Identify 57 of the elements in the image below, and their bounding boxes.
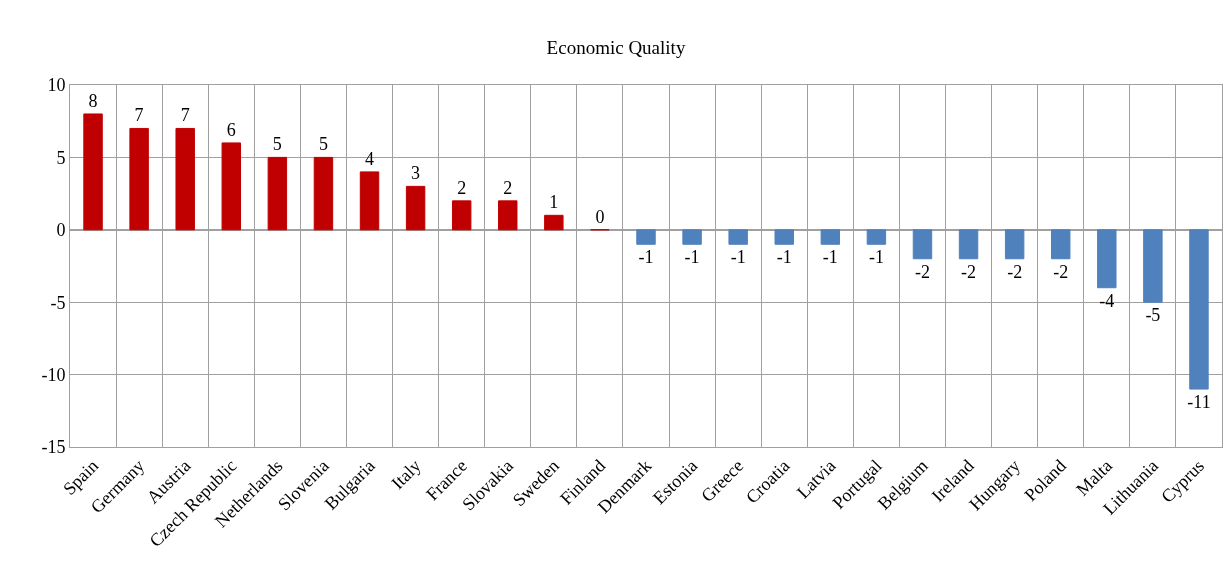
bar <box>958 229 979 260</box>
y-tick-label: 5 <box>56 147 66 168</box>
y-tick-label: 10 <box>47 75 66 96</box>
y-tick-label: -10 <box>41 364 66 385</box>
bar <box>129 127 149 231</box>
bar <box>774 229 794 245</box>
y-tick-label: -5 <box>50 292 66 313</box>
bar <box>1051 229 1071 260</box>
bar <box>359 171 380 231</box>
data-label: 5 <box>272 134 282 155</box>
bar <box>1189 229 1209 390</box>
data-label: 2 <box>503 177 513 198</box>
data-label: 7 <box>180 105 190 126</box>
data-label: -2 <box>1053 261 1069 282</box>
bar <box>1004 229 1025 260</box>
bar <box>636 229 656 245</box>
bar <box>728 229 748 245</box>
bar <box>405 185 426 231</box>
bar <box>498 200 518 231</box>
data-label: -2 <box>961 261 977 282</box>
data-label: 0 <box>595 206 605 227</box>
bar <box>1097 229 1117 289</box>
bar <box>544 214 564 231</box>
data-label: -1 <box>868 247 884 268</box>
bar <box>83 113 103 231</box>
bar <box>682 229 702 245</box>
bar <box>451 200 472 231</box>
data-label: -2 <box>914 261 930 282</box>
bar <box>820 229 841 245</box>
bar <box>912 229 933 260</box>
data-label: 2 <box>457 177 467 198</box>
bar <box>1143 229 1163 303</box>
bar <box>175 127 195 231</box>
data-label: -1 <box>684 247 700 268</box>
data-label: 1 <box>549 192 559 213</box>
data-label: -11 <box>1187 392 1211 413</box>
x-tick-label: Italy <box>387 455 425 494</box>
y-tick-label: -15 <box>41 437 66 458</box>
data-label: 7 <box>134 105 144 126</box>
data-label: -5 <box>1145 305 1161 326</box>
bar <box>866 229 887 245</box>
data-label: 6 <box>226 119 236 140</box>
data-label: 3 <box>411 163 421 184</box>
bar <box>313 156 334 231</box>
data-label: -2 <box>1007 261 1023 282</box>
data-label: -1 <box>730 247 746 268</box>
y-tick-label: 0 <box>56 220 66 241</box>
bar <box>221 142 241 231</box>
data-label: 5 <box>318 134 328 155</box>
data-label: -1 <box>822 247 838 268</box>
data-label: 4 <box>365 148 375 169</box>
data-label: 8 <box>88 90 98 111</box>
data-label: -1 <box>638 247 654 268</box>
bar <box>267 156 288 231</box>
data-label: -1 <box>776 247 792 268</box>
data-label: -4 <box>1099 290 1115 311</box>
chart-title: Economic Quality <box>546 36 686 58</box>
